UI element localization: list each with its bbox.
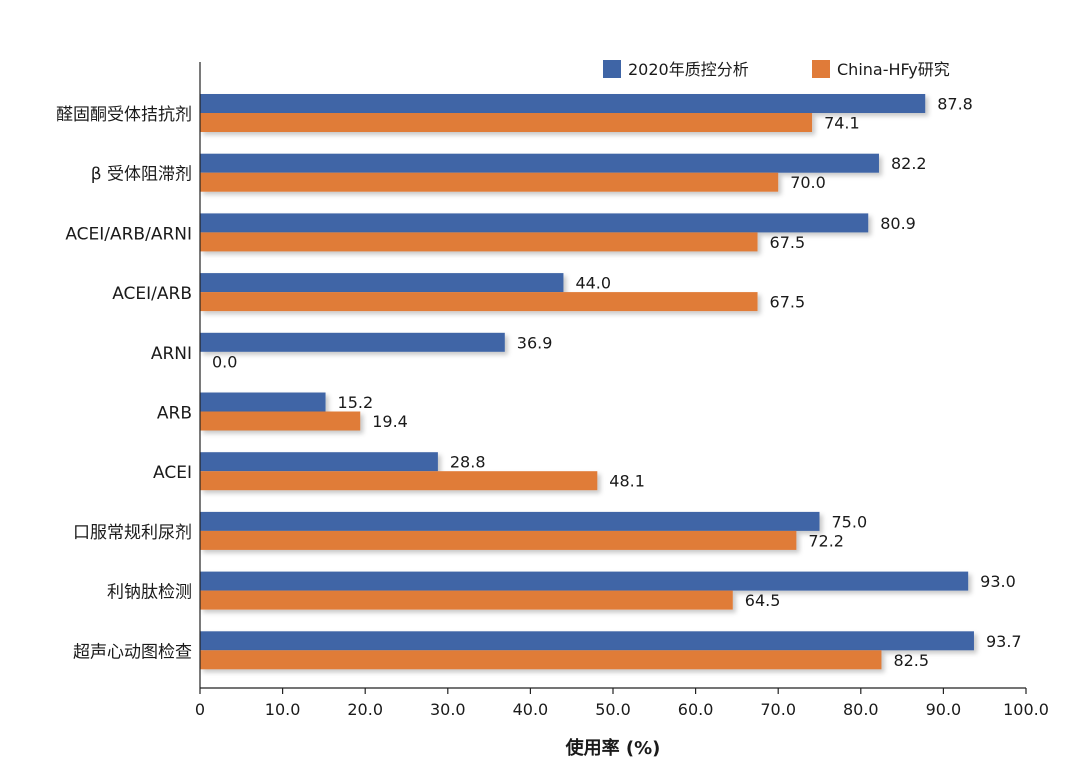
value-label: 80.9 xyxy=(880,214,916,233)
category-label: ACEI xyxy=(153,463,192,483)
value-label: 82.5 xyxy=(893,651,929,670)
bar-china-hfy xyxy=(200,172,779,192)
x-tick-label: 40.0 xyxy=(513,700,549,719)
bar-2020 xyxy=(200,392,326,412)
value-label: 48.1 xyxy=(609,472,645,491)
bar-2020 xyxy=(200,571,969,591)
value-label: 19.4 xyxy=(372,412,408,431)
category-label: 超声心动图检查 xyxy=(73,642,192,662)
category-label: ACEI/ARB xyxy=(112,284,192,304)
bar-china-hfy xyxy=(200,292,758,312)
legend-label: China-HFy研究 xyxy=(837,60,950,79)
value-label: 74.1 xyxy=(824,114,860,133)
bar-2020 xyxy=(200,94,926,113)
bar-2020 xyxy=(200,273,564,293)
category-label: 利钠肽检测 xyxy=(107,583,192,603)
legend-swatch-china-hfy xyxy=(812,60,830,78)
bar-2020 xyxy=(200,452,438,472)
bar-china-hfy xyxy=(200,471,598,491)
category-labels-group: 醛固酮受体拮抗剂 β 受体阻滞剂 ACEI/ARB/ARNI ACEI/ARB ARNI… xyxy=(56,105,192,662)
x-tick-label: 90.0 xyxy=(926,700,962,719)
value-label: 44.0 xyxy=(575,274,611,293)
bar-china-hfy xyxy=(200,232,758,252)
axes-group: 0 10.0 20.0 30.0 40.0 50.0 60.0 70.0 80.0 90.0 100… xyxy=(195,62,1049,719)
value-label: 75.0 xyxy=(832,512,868,531)
value-label: 28.8 xyxy=(450,453,486,472)
value-label: 0.0 xyxy=(212,352,237,371)
category-label: β 受体阻滞剂 xyxy=(91,165,192,185)
x-tick-label: 30.0 xyxy=(430,700,466,719)
x-tick-label: 0 xyxy=(195,700,205,719)
x-tick-label: 80.0 xyxy=(843,700,879,719)
bar-2020 xyxy=(200,213,869,233)
bars-group xyxy=(200,94,974,670)
category-label: 醛固酮受体拮抗剂 xyxy=(56,105,192,125)
x-tick-label: 60.0 xyxy=(678,700,714,719)
bar-2020 xyxy=(200,332,505,352)
category-label: ARB xyxy=(157,404,192,424)
value-label: 82.2 xyxy=(891,154,927,173)
bar-china-hfy xyxy=(200,411,361,431)
category-label: 口服常规利尿剂 xyxy=(73,523,192,543)
value-label: 67.5 xyxy=(770,293,806,312)
value-label: 93.0 xyxy=(980,572,1016,591)
bar-china-hfy xyxy=(200,530,797,550)
x-tick-label: 100.0 xyxy=(1003,700,1049,719)
bar-china-hfy xyxy=(200,113,813,132)
x-tick-label: 10.0 xyxy=(265,700,301,719)
value-label: 36.9 xyxy=(517,333,553,352)
bar-2020 xyxy=(200,511,820,531)
value-label: 67.5 xyxy=(770,233,806,252)
value-label: 15.2 xyxy=(338,393,374,412)
bar-china-hfy xyxy=(200,650,882,670)
legend-label: 2020年质控分析 xyxy=(628,60,749,79)
x-axis-title: 使用率 (%) xyxy=(565,737,661,759)
x-tick-label: 50.0 xyxy=(595,700,631,719)
category-label: ACEI/ARB/ARNI xyxy=(65,224,192,244)
bar-2020 xyxy=(200,153,879,173)
value-label: 72.2 xyxy=(808,531,844,550)
value-label: 93.7 xyxy=(986,632,1022,651)
legend: 2020年质控分析 China-HFy研究 xyxy=(603,60,950,79)
value-labels-group: 87.8 74.1 82.2 70.0 80.9 67.5 44.0 67.5 36.9 0.0 1… xyxy=(212,95,1022,670)
bar-china-hfy xyxy=(200,590,733,610)
value-label: 87.8 xyxy=(937,95,973,114)
legend-swatch-2020 xyxy=(603,60,621,78)
x-tick-label: 20.0 xyxy=(347,700,383,719)
bar-2020 xyxy=(200,631,974,651)
x-tick-label: 70.0 xyxy=(760,700,796,719)
category-label: ARNI xyxy=(151,344,192,364)
value-label: 64.5 xyxy=(745,591,781,610)
value-label: 70.0 xyxy=(790,173,826,192)
